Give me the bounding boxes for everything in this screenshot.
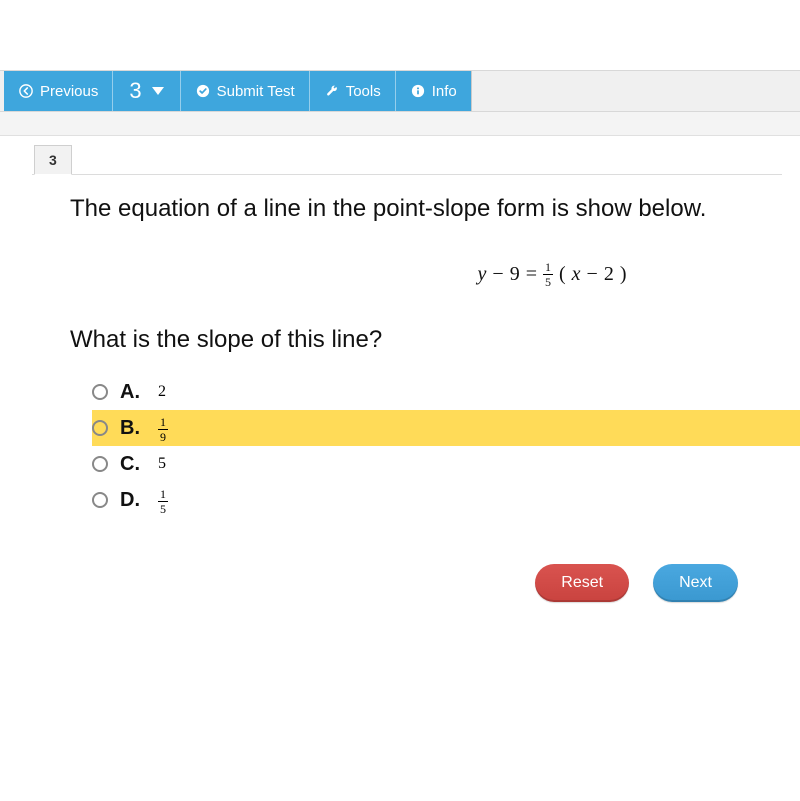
question-number-value: 3 — [129, 78, 141, 104]
choice-list: A. 2 B. 1 9 C. 5 D. — [70, 374, 774, 518]
choice-a-value: 2 — [158, 383, 166, 401]
toolbar: Previous 3 Submit Test Tools Info — [0, 70, 800, 112]
eq-lhs-var: y — [478, 263, 487, 286]
eq-minus-2: − — [587, 263, 598, 286]
radio-b[interactable] — [92, 420, 108, 436]
choice-a[interactable]: A. 2 — [92, 374, 774, 410]
choice-d-value: 1 5 — [158, 485, 168, 515]
question-prompt: The equation of a line in the point-slop… — [70, 195, 774, 223]
eq-equals: = — [526, 263, 537, 286]
submit-test-label: Submit Test — [217, 83, 295, 100]
choice-b-den: 9 — [158, 429, 168, 443]
choice-c[interactable]: C. 5 — [92, 446, 774, 482]
action-row: Reset Next — [0, 518, 800, 602]
choice-b-letter: B. — [120, 417, 146, 440]
reset-button[interactable]: Reset — [535, 564, 629, 602]
equation: y − 9 = 1 5 ( x − 2 ) — [70, 223, 774, 326]
choice-d[interactable]: D. 1 5 — [92, 482, 774, 518]
previous-label: Previous — [40, 83, 98, 100]
choice-c-value: 5 — [158, 455, 166, 473]
eq-minus-1: − — [492, 263, 503, 286]
choice-d-num: 1 — [158, 488, 168, 501]
eq-frac-den: 5 — [543, 274, 553, 288]
eq-rhs-const: 2 — [604, 263, 614, 286]
choice-a-letter: A. — [120, 381, 146, 404]
radio-c[interactable] — [92, 456, 108, 472]
tools-label: Tools — [346, 83, 381, 100]
previous-button[interactable]: Previous — [4, 71, 113, 111]
choice-b-value: 1 9 — [158, 413, 168, 443]
eq-rparen: ) — [620, 263, 627, 286]
eq-lparen: ( — [559, 263, 566, 286]
info-button[interactable]: Info — [396, 71, 472, 111]
submit-test-button[interactable]: Submit Test — [181, 71, 310, 111]
arrow-left-icon — [18, 83, 34, 99]
question-tab[interactable]: 3 — [34, 145, 72, 175]
eq-frac-num: 1 — [543, 261, 553, 274]
check-circle-icon — [195, 83, 211, 99]
content-panel: 3 The equation of a line in the point-sl… — [0, 136, 800, 602]
top-gap — [0, 0, 800, 70]
choice-d-den: 5 — [158, 501, 168, 515]
eq-lhs-const: 9 — [510, 263, 520, 286]
chevron-down-icon — [152, 87, 164, 95]
toolbar-under-gap — [0, 112, 800, 136]
eq-fraction: 1 5 — [543, 261, 553, 288]
info-icon — [410, 83, 426, 99]
eq-rhs-var: x — [572, 263, 581, 286]
choice-b[interactable]: B. 1 9 — [92, 410, 800, 446]
radio-d[interactable] — [92, 492, 108, 508]
choice-c-letter: C. — [120, 453, 146, 476]
next-button[interactable]: Next — [653, 564, 738, 602]
question-number-dropdown[interactable]: 3 — [113, 71, 180, 111]
wrench-icon — [324, 83, 340, 99]
choice-b-num: 1 — [158, 416, 168, 429]
choice-d-letter: D. — [120, 489, 146, 512]
tools-button[interactable]: Tools — [310, 71, 396, 111]
question-subprompt: What is the slope of this line? — [70, 326, 774, 354]
radio-a[interactable] — [92, 384, 108, 400]
question-area: The equation of a line in the point-slop… — [0, 175, 800, 518]
info-label: Info — [432, 83, 457, 100]
